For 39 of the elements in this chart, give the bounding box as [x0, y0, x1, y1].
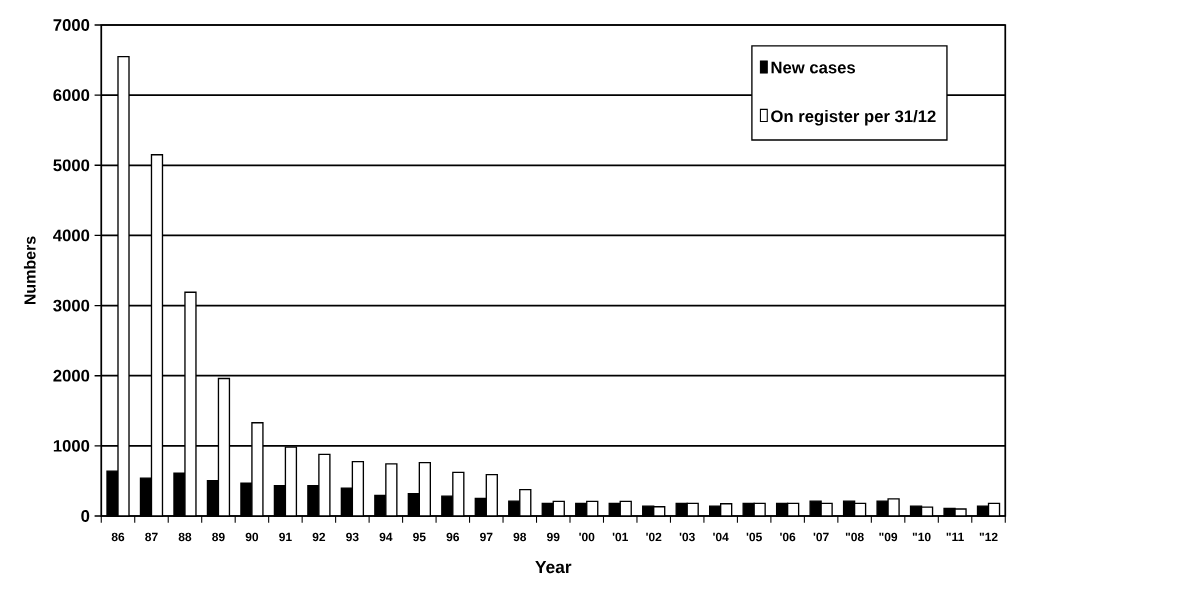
- x-tick-label: 95: [413, 532, 426, 542]
- y-axis-title: Numbers: [23, 236, 36, 305]
- x-tick-label: 91: [279, 532, 292, 542]
- x-tick-label: '05: [746, 532, 762, 542]
- x-tick-label: 92: [312, 532, 326, 542]
- y-tick-label: 2000: [53, 369, 90, 382]
- x-tick-label: 90: [245, 532, 259, 542]
- x-tick-label: 89: [212, 532, 225, 542]
- x-tick-label: 94: [379, 532, 393, 542]
- y-tick-label: 1000: [53, 439, 90, 452]
- y-tick-label: 0: [81, 510, 90, 522]
- x-tick-label: "08: [845, 532, 864, 542]
- legend-label: New cases: [771, 61, 856, 74]
- x-tick-label: '00: [579, 532, 595, 542]
- x-tick-label: '04: [713, 532, 729, 542]
- x-tick-label: "09: [879, 532, 898, 542]
- x-tick-label: 96: [446, 532, 460, 542]
- x-tick-label: 88: [178, 532, 192, 542]
- y-tick-label: 3000: [53, 299, 90, 312]
- x-tick-label: "12: [979, 532, 998, 542]
- legend-label: On register per 31/12: [771, 109, 936, 126]
- y-tick-label: 4000: [53, 229, 90, 242]
- x-tick-label: 99: [547, 532, 560, 542]
- x-axis-title: Year: [535, 561, 572, 574]
- x-tick-label: 86: [111, 532, 125, 542]
- y-tick-label: 6000: [53, 89, 90, 102]
- x-tick-label: 93: [346, 532, 359, 542]
- x-tick-label: '07: [813, 532, 829, 542]
- y-tick-label: 7000: [53, 19, 90, 31]
- x-tick-label: '06: [780, 532, 796, 542]
- x-tick-label: "10: [912, 532, 931, 542]
- x-tick-label: '01: [612, 532, 628, 542]
- x-tick-label: 97: [480, 532, 493, 542]
- x-tick-label: 87: [145, 532, 158, 542]
- x-tick-label: '03: [679, 532, 695, 542]
- y-tick-label: 5000: [53, 159, 90, 172]
- x-tick-label: "11: [946, 532, 964, 541]
- x-tick-label: 98: [513, 532, 527, 542]
- x-tick-label: '02: [646, 532, 662, 542]
